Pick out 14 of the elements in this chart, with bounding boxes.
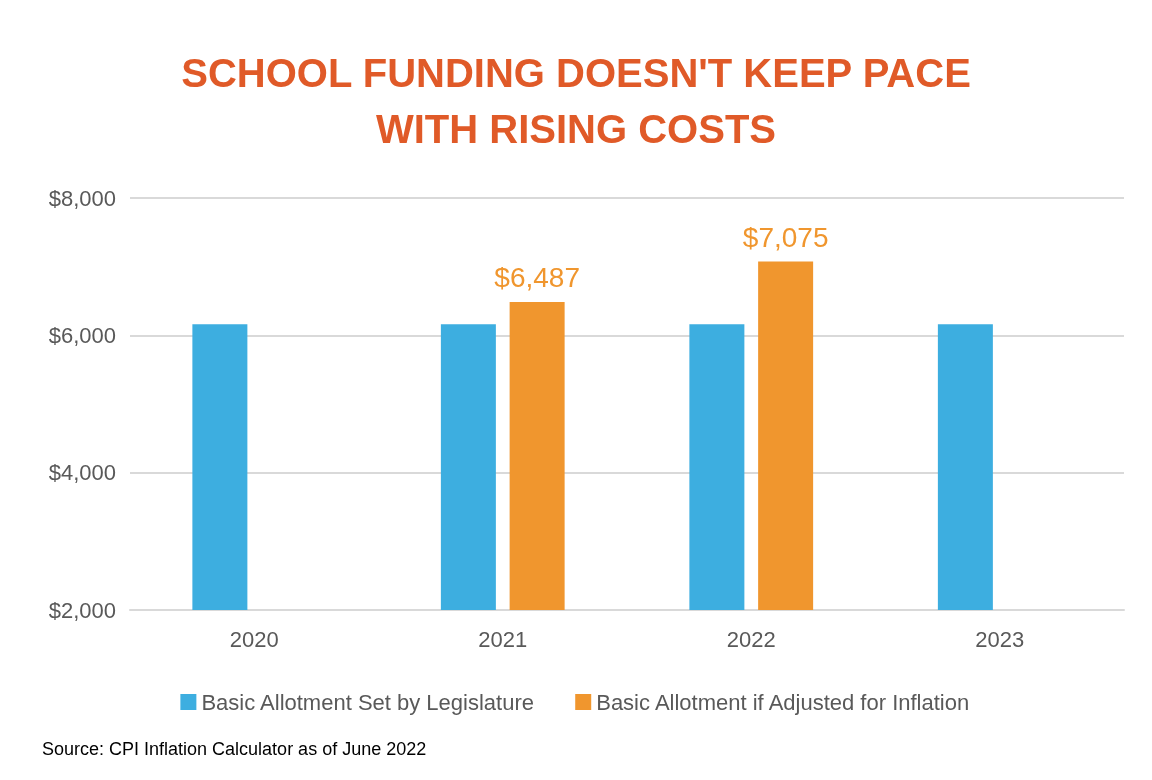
y-tick-label: $8,000 xyxy=(48,185,116,211)
y-tick-label: $2,000 xyxy=(48,597,116,623)
y-tick-label: $6,000 xyxy=(48,322,116,348)
data-label: $6,487 xyxy=(494,262,580,294)
x-tick-label: 2023 xyxy=(975,626,1025,652)
source-note: Source: CPI Inflation Calculator as of June 2022 xyxy=(42,739,427,759)
x-tick-label: 2020 xyxy=(229,626,279,652)
x-tick-label: 2022 xyxy=(726,626,776,652)
chart-title: SCHOOL FUNDING DOESN'T KEEP PACE WITH RISING COSTS xyxy=(181,51,971,151)
legend-label: Basic Allotment if Adjusted for Inflation xyxy=(596,689,970,715)
data-label: $7,075 xyxy=(742,222,829,254)
legend-label: Basic Allotment Set by Legislature xyxy=(201,689,534,715)
x-tick-label: 2021 xyxy=(478,626,528,652)
y-tick-label: $4,000 xyxy=(48,460,116,486)
